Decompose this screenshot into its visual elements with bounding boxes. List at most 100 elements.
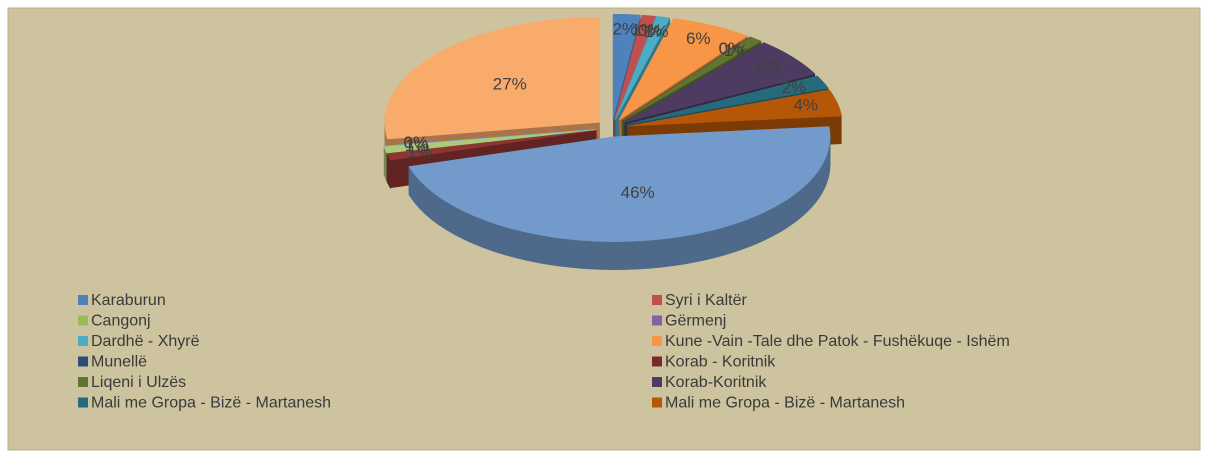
data-label: 1% — [405, 136, 430, 155]
legend-swatch — [78, 336, 88, 346]
legend-label: Korab - Koritnik — [665, 354, 776, 371]
slice-wall — [677, 235, 685, 266]
slice-wall — [778, 202, 783, 234]
slice-wall — [459, 208, 465, 241]
slice-wall — [551, 236, 559, 267]
slice-wall — [729, 223, 736, 254]
slice-wall — [443, 199, 448, 231]
slice — [618, 18, 749, 121]
slice — [614, 14, 657, 120]
slice-wall — [527, 232, 534, 263]
data-label: 27% — [493, 74, 527, 93]
legend-swatch — [78, 356, 88, 367]
slice-wall — [383, 146, 386, 177]
legend-swatch — [652, 397, 662, 408]
data-label: 0% — [638, 21, 663, 40]
slice-wall — [417, 177, 421, 210]
data-label: 1% — [407, 142, 432, 161]
data-label: 2% — [612, 20, 637, 39]
slice-wall — [724, 224, 731, 256]
slice-wall — [447, 201, 452, 234]
legend-label: Syri i Kaltër — [665, 292, 747, 309]
slice-wall — [414, 174, 418, 208]
data-label: 1% — [724, 41, 749, 60]
slice-wall — [640, 240, 647, 270]
legend-label: Mali me Gropa - Bizë - Martanesh — [665, 395, 905, 412]
data-label: 0% — [404, 133, 429, 152]
slice — [621, 36, 762, 122]
slice-wall — [420, 180, 424, 213]
slice-wall — [789, 194, 795, 227]
slice-wall — [478, 217, 485, 249]
slice-wall — [806, 180, 810, 213]
slice — [614, 16, 657, 120]
slice-wall — [750, 215, 757, 247]
slice-wall — [539, 234, 546, 265]
legend-swatch — [78, 295, 88, 305]
slice-wall — [769, 206, 775, 239]
slice-wall — [665, 237, 673, 268]
slice-wall — [797, 189, 801, 221]
data-label: 0% — [719, 39, 744, 58]
slice-wall — [533, 233, 540, 264]
slice-wall — [658, 238, 666, 268]
slice-wall — [504, 226, 511, 257]
slice-wall — [545, 235, 552, 266]
slice-wall — [563, 238, 571, 268]
legend-label: Cangonj — [91, 313, 151, 330]
data-label: 4% — [793, 96, 818, 115]
slice — [408, 126, 831, 242]
legend-swatch — [652, 377, 662, 387]
legend-swatch — [78, 377, 88, 387]
slice — [612, 13, 641, 120]
slice-wall — [764, 209, 771, 241]
slice-wall — [793, 191, 798, 224]
legend-swatch — [652, 356, 662, 367]
slice-wall — [803, 183, 808, 216]
slice-wall — [493, 223, 500, 254]
slice-wall — [569, 239, 577, 269]
slice-wall — [701, 231, 709, 262]
slice-wall — [740, 219, 747, 251]
data-label: 46% — [621, 183, 655, 202]
slice-wall — [439, 196, 444, 229]
slice-wall — [521, 230, 529, 261]
slice-wall — [464, 211, 470, 243]
slice-wall — [408, 165, 412, 199]
slice-wall — [483, 219, 490, 251]
slice-wall — [718, 226, 725, 257]
slice-wall — [468, 213, 475, 245]
slice-wall — [745, 217, 752, 249]
data-label: 2% — [781, 78, 806, 97]
legend-swatch — [652, 295, 662, 305]
slice-wall — [814, 171, 818, 205]
slice-wall — [683, 234, 691, 265]
slice-wall — [786, 196, 791, 229]
slice-wall — [595, 240, 603, 270]
slice-wall — [707, 229, 714, 260]
slice-wall — [510, 228, 517, 259]
slice-wall — [713, 228, 720, 259]
slice-wall — [614, 241, 622, 270]
slice-wall — [646, 239, 654, 269]
slice — [383, 129, 597, 147]
slice-wall — [557, 237, 565, 267]
legend-label: Kune -Vain -Tale dhe Patok - Fushëkuqe -… — [665, 333, 1010, 350]
data-label: 0% — [638, 21, 663, 40]
slice-wall — [432, 191, 437, 224]
legend-label: Dardhë - Xhyrë — [91, 333, 200, 350]
data-label: 0% — [404, 133, 429, 152]
slice-wall — [620, 241, 628, 270]
slice-wall — [451, 204, 456, 236]
slice-wall — [588, 240, 596, 270]
data-label: 6% — [755, 56, 780, 75]
slice-wall — [608, 241, 616, 270]
slice-wall — [582, 240, 590, 270]
legend-label: Karaburun — [91, 292, 166, 309]
slice-wall — [425, 186, 430, 219]
legend-label: Liqeni i Ulzës — [91, 374, 186, 391]
slice-wall — [422, 183, 427, 216]
slice-wall — [782, 199, 787, 232]
legend-swatch — [78, 315, 88, 326]
slice-wall — [671, 236, 679, 267]
